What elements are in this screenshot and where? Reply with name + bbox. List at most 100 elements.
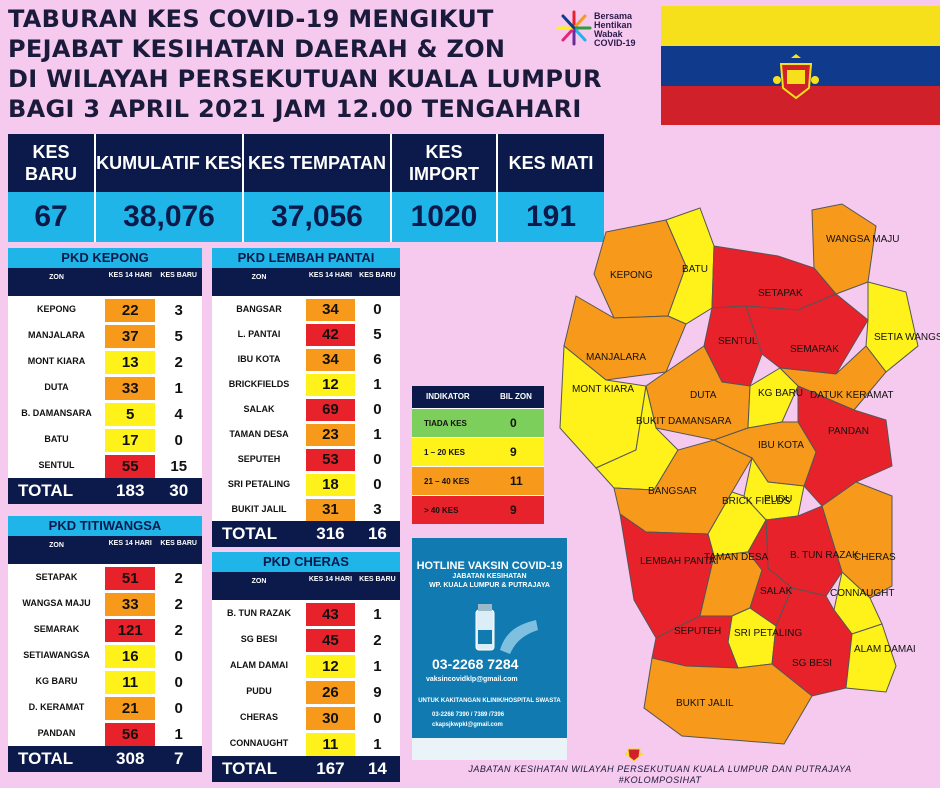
kes-baru-cell: 0 [174,700,183,717]
col-header-zon: ZON [49,274,64,281]
map-label: SG BESI [792,658,832,669]
kl-flag [661,6,940,125]
map-label: WANGSA MAJU [826,234,900,245]
col-header-kes14: KES 14 HARI [108,540,152,547]
stat-value: 67 [8,192,96,242]
total-label: TOTAL [222,759,278,778]
stat-header: KES TEMPATAN [244,134,392,192]
map-label: KEPONG [610,270,653,281]
col-header-baru: KES BARU [359,272,396,279]
panel-title: PKD TITIWANGSA [8,516,202,536]
table-row: BATU 17 0 [8,426,202,452]
table-row: D. KERAMAT 21 0 [8,694,202,720]
stat-header: KES MATI [498,134,604,192]
kes-14-hari-cell: 56 [105,723,156,746]
zone-name: BUKIT JALIL [231,504,287,514]
zone-name: SEPUTEH [237,454,281,464]
total-baru: 16 [367,524,387,543]
kes-baru-cell: 1 [373,606,382,623]
table-row: SEPUTEH 53 0 [212,446,400,471]
kes-baru-cell: 3 [174,302,183,319]
kes-14-hari-cell: 55 [105,455,156,478]
kes-baru-cell: 6 [373,351,382,368]
zone-name: SALAK [243,404,275,414]
hotline-staff-note: UNTUK KAKITANGAN KLINIK/HOSPITAL SWASTA [418,698,561,704]
stat-header: KES BARU [8,134,96,192]
legend-value: 0 [510,416,517,430]
table-row: DUTA 33 1 [8,374,202,400]
zone-name: SETIAWANGSA [23,650,90,660]
kes-14-hari-cell: 13 [105,351,156,374]
title-line: DI WILAYAH PERSEKUTUAN KUALA LUMPUR [8,65,602,93]
table-row: MONT KIARA 13 2 [8,348,202,374]
pkd-kepong-table: PKD KEPONG ZON KES 14 HARI KES BARU KEPONG 22… [8,248,202,504]
kes-baru-cell: 2 [174,596,183,613]
page-title: TABURAN KES COVID-19 MENGIKUT PEJABAT KE… [8,4,628,124]
total-label: TOTAL [18,749,74,768]
table-row: L. PANTAI 42 5 [212,321,400,346]
total-row: TOTAL 316 16 [212,521,400,547]
kes-baru-cell: 2 [174,354,183,371]
kes-baru-cell: 2 [174,570,183,587]
hotline-subtitle: JABATAN KESIHATAN [452,573,527,580]
stat-value: 37,056 [244,192,392,242]
map-labels: KEPONG BATU WANGSA MAJU SETAPAK SENTUL S… [572,234,940,709]
kes-baru-cell: 1 [373,736,382,753]
kes-baru-cell: 15 [170,458,188,475]
legend-header: BIL ZON [500,392,532,401]
zone-name: CHERAS [239,712,278,722]
table-row: BANGSAR 34 0 [212,296,400,321]
table-row: B. DAMANSARA 5 4 [8,400,202,426]
legend-label: 21 – 40 KES [424,477,470,486]
map-label: TAMAN DESA [704,552,769,563]
stat-value: 191 [498,192,604,242]
zone-name: B. TUN RAZAK [227,608,291,618]
map-label: BUKIT DAMANSARA [636,416,732,427]
kes-14-hari-cell: 17 [105,429,156,452]
total-label: TOTAL [18,481,74,500]
kes-14-hari-cell: 16 [105,645,156,668]
zone-name: CONNAUGHT [229,738,289,748]
coat-of-arms-icon [773,54,819,100]
total-row: TOTAL 167 14 [212,756,400,782]
hotline-phone: 03-2268 7284 [432,656,519,672]
kes-14-hari-cell: 69 [306,399,355,421]
kes-baru-cell: 0 [174,674,183,691]
table-row: CONNAUGHT 11 1 [212,730,400,756]
zone-alam-damai [845,623,897,693]
total-kes14: 316 [316,524,345,543]
zone-name: KG BARU [35,676,78,686]
kes-baru-cell: 0 [174,432,183,449]
pkd-lembah-pantai-table: PKD LEMBAH PANTAI ZON KES 14 HARI KES BARU B… [212,248,400,547]
zone-name: B. DAMANSARA [21,408,92,418]
total-row: TOTAL 183 30 [8,478,202,504]
table-row: KEPONG 22 3 [8,296,202,322]
zone-name: SG BESI [240,634,278,644]
kes-baru-cell: 0 [373,401,382,418]
map-label: KG BARU [758,388,803,399]
map-label: SEPUTEH [674,626,721,637]
table-row: SENTUL 55 15 [8,452,202,478]
zone-name: SETAPAK [35,572,78,582]
campaign-text: Bersama [594,11,633,21]
total-kes14: 167 [316,759,345,778]
map-label: B. TUN RAZAK [790,550,859,561]
hotline-poster: HOTLINE VAKSIN COVID-19 JABATAN KESIHATA… [412,538,567,760]
kes-14-hari-cell: 53 [306,449,355,471]
kes-14-hari-cell: 5 [105,403,156,426]
poster-footer-logos [412,738,567,760]
table-row: SETIAWANGSA 16 0 [8,642,202,668]
col-header-zon: ZON [251,274,267,281]
table-row: SG BESI 45 2 [212,626,400,652]
map-label: SRI PETALING [734,628,802,639]
table-row: B. TUN RAZAK 43 1 [212,600,400,626]
map-label: DUTA [690,390,717,401]
map-label: BATU [682,264,708,275]
title-line: PEJABAT KESIHATAN DAERAH & ZON [8,35,506,63]
map-label: SETAPAK [758,288,803,299]
kes-14-hari-cell: 26 [306,681,355,704]
table-row: SEMARAK 121 2 [8,616,202,642]
zone-name: PUDU [246,686,272,696]
map-label: SEMARAK [790,344,839,355]
col-header-baru: KES BARU [160,540,197,547]
